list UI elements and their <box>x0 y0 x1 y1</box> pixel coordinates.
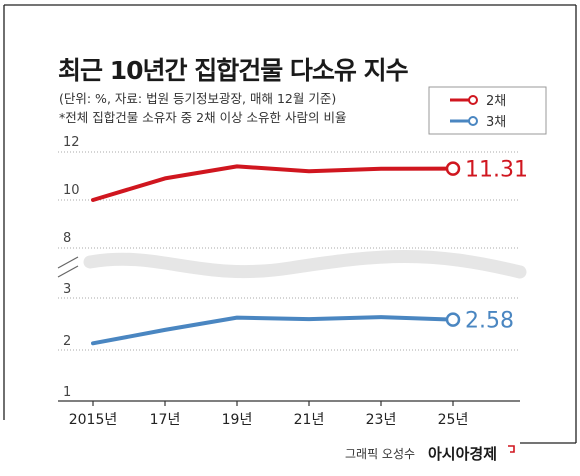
x-tick-label: 23년 <box>366 412 397 428</box>
y-tick-label: 3 <box>63 282 71 297</box>
brand-mark-icon <box>508 445 515 453</box>
axis-break-marks <box>57 256 79 278</box>
chart-note: *전체 집합건물 소유자 중 2채 이상 소유한 사람의 비율 <box>59 110 347 125</box>
credit-label: 그래픽 오성수 <box>345 447 415 461</box>
x-axis-ticks: 2015년 17년 19년 21년 23년 25년 <box>69 401 469 428</box>
x-tick-label: 25년 <box>438 412 469 428</box>
series-line-3chae <box>91 315 455 346</box>
legend-label-3chae: 3채 <box>486 115 506 130</box>
x-tick-label: 19년 <box>222 412 253 428</box>
legend: 2채 3채 <box>428 86 547 135</box>
chart-frame <box>3 4 577 444</box>
legend-marker-2chae <box>468 95 478 105</box>
y-tick-label: 2 <box>63 334 71 349</box>
axis-break-slash <box>57 265 79 278</box>
data-label-2chae: 11.31 <box>465 158 528 183</box>
data-label-3chae: 2.58 <box>465 309 514 334</box>
y-tick-label: 12 <box>63 135 80 150</box>
y-tick-label: 1 <box>63 385 71 400</box>
legend-label-2chae: 2채 <box>486 94 506 109</box>
series-endpoint-3chae <box>445 312 461 327</box>
y-tick-label: 10 <box>63 183 80 198</box>
series-endpoint-2chae <box>445 161 461 176</box>
legend-box <box>428 86 547 135</box>
x-tick-label: 17년 <box>150 412 181 428</box>
legend-marker-3chae <box>468 116 478 126</box>
y-tick-label: 8 <box>63 231 71 246</box>
series-layer: 11.31 2.58 <box>91 158 528 346</box>
axis-break-slash <box>57 256 79 269</box>
brand-logo: 아시아경제 <box>428 445 497 463</box>
series-line-2chae <box>91 164 455 202</box>
x-tick-label: 21년 <box>294 412 325 428</box>
chart-subtitle: (단위: %, 자료: 법원 등기정보광장, 매해 12월 기준) <box>59 91 336 106</box>
gridlines <box>58 151 520 351</box>
chart-title: 최근 10년간 집합건물 다소유 지수 <box>58 56 409 85</box>
x-tick-label: 2015년 <box>69 412 118 428</box>
axis-break-band <box>83 250 527 279</box>
